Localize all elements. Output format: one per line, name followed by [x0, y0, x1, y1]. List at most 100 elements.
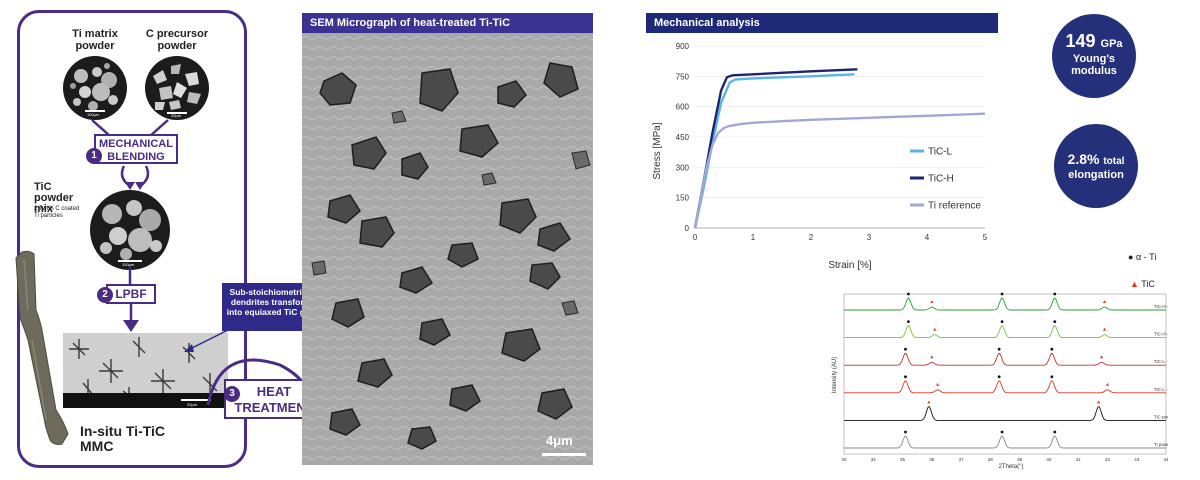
- legend-marker: ●: [1128, 252, 1134, 262]
- legend-label: TiC-L: [928, 147, 953, 158]
- sem-scale-label: 4μm: [546, 433, 573, 448]
- xrd-trace: TiC powder: [844, 400, 1168, 421]
- xrd-ticks: 33 34 35 36 37 38 39 40 41 42 43 44: [841, 457, 1168, 462]
- xrd-x-tick-label: 39: [1017, 457, 1023, 462]
- badge2-value: 2.8%: [1067, 151, 1100, 167]
- sem-micrograph: 4μm: [302, 33, 593, 465]
- badge1-unit: GPa: [1100, 38, 1123, 50]
- stress-strain-ticks: 0 150 300 450 600 750 900 0 1 2 3 4 5: [676, 42, 988, 242]
- alpha-ti-marker: [1053, 430, 1057, 434]
- y-tick-label: 150: [676, 194, 690, 203]
- tic-marker: [1097, 400, 1101, 404]
- xrd-series-label: TiC-L - HT: [1154, 359, 1168, 364]
- scalebar-label: 20μm: [171, 113, 182, 118]
- xrd-chart: TiC-H - HT TiC-H - AB TiC-L - HT TiC-L - AB…: [832, 292, 1168, 470]
- xrd-series-label: Ti powder: [1154, 442, 1168, 447]
- stress-strain-legend: TiC-L TiC-H Ti reference: [910, 147, 981, 212]
- legend-marker: ▲: [1130, 279, 1139, 289]
- stress-strain-axes: [695, 45, 985, 229]
- alpha-ti-marker: [907, 320, 910, 323]
- lpbf-micrograph: 20μm: [63, 333, 228, 408]
- series-line: [693, 68, 858, 229]
- x-tick-label: 0: [693, 233, 698, 242]
- mix-title: TiC powder mix: [34, 181, 74, 215]
- y-tick-label: 750: [676, 72, 690, 81]
- xrd-trace: Ti powder: [844, 430, 1168, 449]
- x-tick-label: 1: [751, 233, 756, 242]
- y-tick-label: 600: [676, 103, 690, 112]
- alpha-ti-marker: [1050, 347, 1054, 351]
- scalebar-label: 100μm: [122, 262, 135, 267]
- x-tick-label: 2: [809, 233, 814, 242]
- xrd-y-axis-title: Intensity (AU): [832, 357, 838, 393]
- sem-title: SEM Micrograph of heat-treated Ti-TiC: [302, 13, 593, 33]
- x-axis-title: Strain [%]: [828, 260, 872, 271]
- arrow-to-microstructure: [123, 304, 139, 332]
- step-mechanical-blending: MECHANICAL BLENDING: [94, 134, 178, 164]
- tic-marker: [930, 355, 934, 359]
- step-lpbf: LPBF: [106, 284, 156, 304]
- xrd-trace-line: [844, 380, 1166, 394]
- step2-label: LPBF: [115, 287, 147, 301]
- tic-marker: [930, 300, 934, 303]
- stress-strain-lines: [693, 68, 986, 229]
- tic-marker: [933, 327, 937, 331]
- badge2-unit: total: [1103, 156, 1125, 167]
- y-tick-label: 0: [685, 224, 690, 233]
- alpha-ti-marker: [904, 430, 907, 434]
- legend-label: TiC: [1141, 279, 1155, 289]
- xrd-x-tick-label: 40: [1046, 457, 1052, 462]
- alpha-ti-marker: [1050, 375, 1054, 379]
- badge1-value: 149: [1065, 31, 1096, 51]
- xrd-x-axis-title: 2Theta(°): [998, 464, 1023, 470]
- xrd-legend-alpha-ti: ● α - Ti: [1128, 252, 1156, 262]
- xrd-axes: [843, 293, 1167, 455]
- xrd-x-tick-label: 34: [871, 457, 877, 462]
- tic-marker: [1105, 383, 1110, 386]
- xrd-trace: TiC-L - AB: [844, 375, 1168, 394]
- y-tick-label: 450: [676, 133, 690, 142]
- xrd-legend-tic: ▲ TiC: [1130, 279, 1155, 289]
- y-axis-title: Stress [MPa]: [652, 122, 663, 179]
- xrd-x-tick-label: 42: [1105, 457, 1111, 462]
- down-arrows: [120, 165, 150, 190]
- xrd-x-tick-label: 41: [1076, 457, 1082, 462]
- callout-arrow: [184, 327, 233, 352]
- legend-label: α - Ti: [1135, 252, 1157, 262]
- xrd-x-tick-label: 43: [1134, 457, 1140, 462]
- legend-label: Ti reference: [928, 201, 981, 212]
- alpha-ti-marker: [904, 375, 907, 379]
- stress-strain-chart: 0 150 300 450 600 750 900 0 1 2 3 4 5 TiC-L TiC-H Ti r…: [652, 42, 988, 271]
- arrow-to-lpbf: [128, 268, 132, 284]
- xrd-x-tick-label: 35: [900, 457, 906, 462]
- step2-number: 2: [97, 287, 113, 303]
- xrd-series-label: TiC-H - HT: [1154, 304, 1168, 309]
- x-tick-label: 4: [925, 233, 930, 242]
- mmc-label: In-situ Ti-TiC MMC: [80, 423, 166, 454]
- step1-number: 1: [86, 148, 102, 164]
- tic-marker: [1102, 327, 1107, 331]
- xrd-frame: [843, 293, 1167, 455]
- step1-label: MECHANICAL BLENDING: [99, 138, 173, 163]
- ti-powder-micrograph: 100μm: [63, 56, 127, 120]
- step3-number: 3: [224, 386, 240, 402]
- tic-marker: [927, 400, 931, 404]
- alpha-ti-marker: [997, 375, 1001, 379]
- series-line: [693, 112, 986, 229]
- alpha-ti-marker: [1000, 320, 1004, 323]
- mech-title: Mechanical analysis: [646, 13, 998, 33]
- legend-label: TiC-H: [928, 174, 954, 185]
- elongation-badge: 2.8% total elongation: [1054, 124, 1138, 208]
- tic-marker: [936, 383, 940, 386]
- xrd-trace: TiC-L - HT: [844, 347, 1168, 366]
- badge1-line2: Young's: [1072, 53, 1116, 65]
- xrd-x-tick-label: 33: [841, 457, 847, 462]
- badge1-line3: modulus: [1071, 65, 1117, 77]
- scalebar-label: 100μm: [87, 112, 100, 117]
- alpha-ti-marker: [904, 347, 907, 351]
- xrd-trace: TiC-H - AB: [844, 320, 1168, 339]
- xrd-trace-line: [844, 435, 1166, 449]
- xrd-x-tick-label: 44: [1163, 457, 1168, 462]
- step3-label: HEAT TREATMENT: [234, 384, 314, 415]
- alpha-ti-marker: [1000, 292, 1004, 296]
